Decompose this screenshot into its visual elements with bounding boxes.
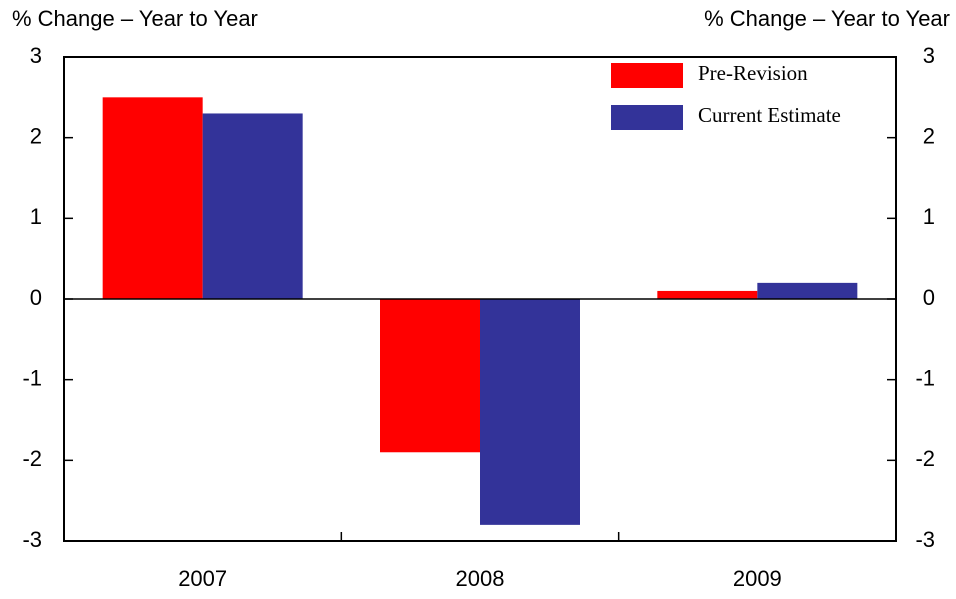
y-tick-label: -1 xyxy=(22,365,42,390)
y-tick-label: 1 xyxy=(30,204,42,229)
y-axis-label: % Change – Year to Year xyxy=(12,6,258,31)
bar xyxy=(202,113,303,299)
legend-text: Current Estimate xyxy=(698,103,841,127)
y2-tick-label: 2 xyxy=(923,123,935,148)
y2-axis-label: % Change – Year to Year xyxy=(704,6,950,31)
bar xyxy=(102,97,203,299)
y2-tick-label: 3 xyxy=(923,43,935,68)
y-tick-label: 2 xyxy=(30,123,42,148)
y-tick-label: 3 xyxy=(30,43,42,68)
y2-tick-label: -1 xyxy=(915,365,935,390)
bar xyxy=(657,290,758,299)
legend-swatch xyxy=(611,63,683,88)
y2-tick-label: -2 xyxy=(915,446,935,471)
y2-tick-label: -3 xyxy=(915,527,935,552)
bar xyxy=(757,282,858,299)
y-tick-label: 0 xyxy=(30,285,42,310)
y2-tick-label: 1 xyxy=(923,204,935,229)
x-tick-label: 2008 xyxy=(456,566,505,591)
y-tick-label: -3 xyxy=(22,527,42,552)
x-tick-label: 2007 xyxy=(178,566,227,591)
legend-text: Pre-Revision xyxy=(698,61,808,85)
bar xyxy=(480,299,580,525)
bar xyxy=(380,299,480,453)
y2-tick-label: 0 xyxy=(923,285,935,310)
y-tick-label: -2 xyxy=(22,446,42,471)
x-tick-label: 2009 xyxy=(733,566,782,591)
legend-swatch xyxy=(611,105,683,130)
